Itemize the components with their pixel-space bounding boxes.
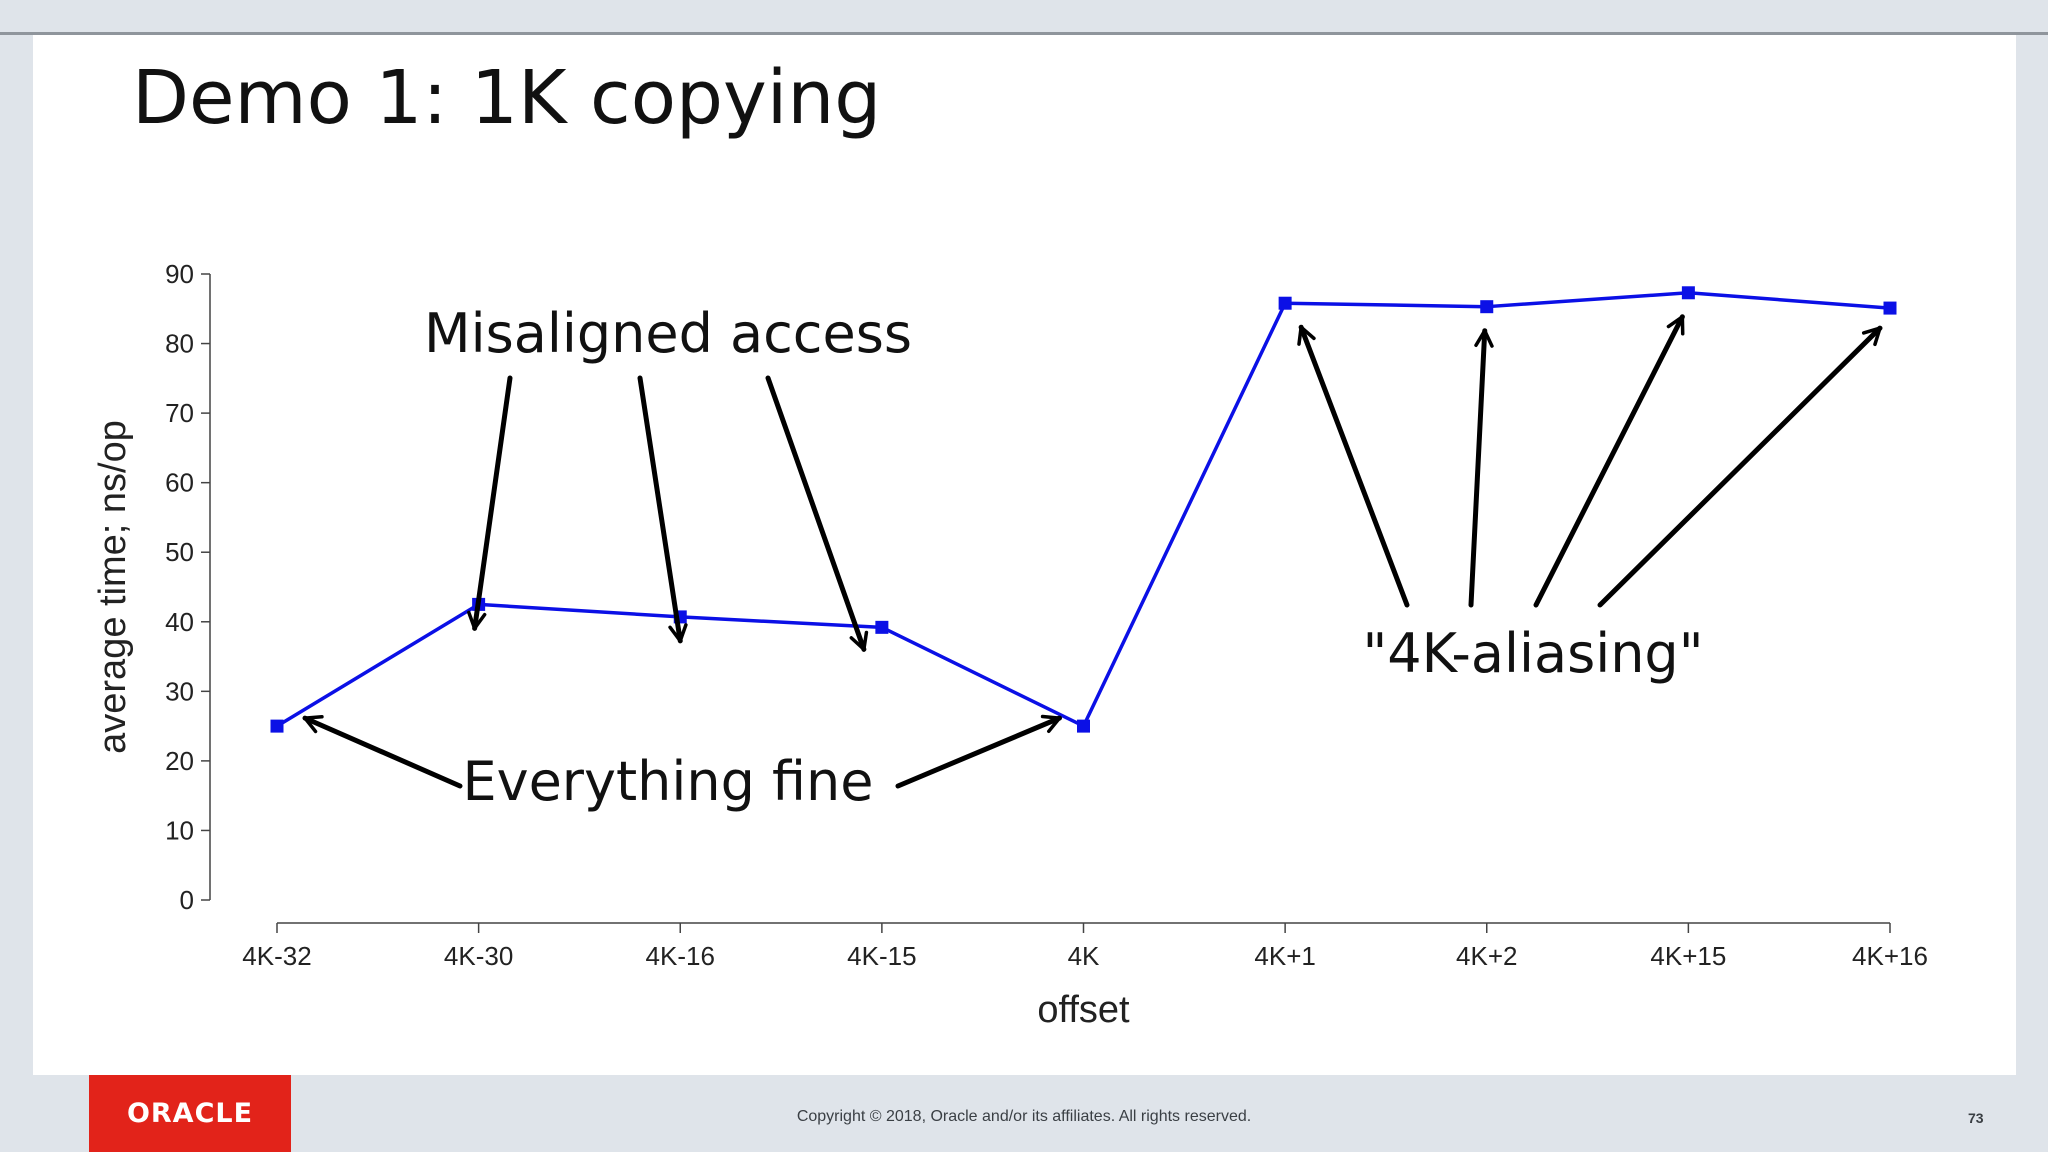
x-tick-label: 4K	[1068, 941, 1100, 971]
annotation-arrow	[1533, 314, 1685, 608]
slide-top-rule	[0, 32, 2048, 35]
x-tick-label: 4K+2	[1456, 941, 1517, 971]
slide-canvas	[33, 35, 2016, 1075]
slide-title: Demo 1: 1K copying	[132, 55, 882, 141]
annotation-arrow	[467, 375, 513, 631]
data-point-marker	[875, 620, 889, 634]
x-tick-label: 4K-16	[646, 941, 715, 971]
y-axis-title: average time; ns/op	[92, 420, 134, 754]
data-point-marker	[1681, 286, 1695, 300]
x-tick-label: 4K+16	[1852, 941, 1928, 971]
y-tick-label: 50	[165, 537, 194, 567]
x-tick-label: 4K+1	[1254, 941, 1315, 971]
x-axis-title: offset	[1037, 989, 1130, 1031]
annotation-arrow	[637, 375, 688, 644]
oracle-logo: ORACLE	[89, 1075, 291, 1152]
annotation-arrow	[1468, 328, 1494, 608]
y-tick-label: 10	[165, 815, 194, 845]
y-tick-label: 0	[180, 885, 194, 915]
x-tick-label: 4K+15	[1650, 941, 1726, 971]
data-point-marker	[1278, 296, 1292, 310]
y-tick-label: 70	[165, 398, 194, 428]
annotation-arrow	[895, 714, 1062, 789]
data-point-marker	[270, 719, 284, 733]
annotation-label: Misaligned access	[424, 302, 912, 365]
y-tick-label: 30	[165, 676, 194, 706]
annotation-label: "4K-aliasing"	[1362, 622, 1703, 685]
data-point-marker	[1077, 719, 1090, 733]
page-number: 73	[1968, 1110, 1984, 1126]
annotation-arrow	[1297, 324, 1410, 608]
x-tick-label: 4K-15	[847, 941, 916, 971]
y-tick-label: 20	[165, 746, 194, 776]
x-tick-label: 4K-30	[444, 941, 513, 971]
x-tick-label: 4K-32	[242, 941, 311, 971]
oracle-logo-text: ORACLE	[126, 1098, 254, 1129]
data-point-marker	[1883, 301, 1897, 315]
y-tick-label: 80	[165, 329, 194, 359]
annotation-arrow	[302, 715, 463, 789]
y-tick-label: 40	[165, 607, 194, 637]
annotation-arrow	[1597, 325, 1883, 608]
y-tick-label: 60	[165, 468, 194, 498]
y-tick-label: 90	[165, 259, 194, 289]
data-point-marker	[1480, 300, 1494, 314]
footer-copyright: Copyright © 2018, Oracle and/or its affi…	[796, 1108, 1252, 1125]
annotation-arrow	[765, 375, 869, 652]
annotation-label: Everything fine	[463, 750, 874, 813]
